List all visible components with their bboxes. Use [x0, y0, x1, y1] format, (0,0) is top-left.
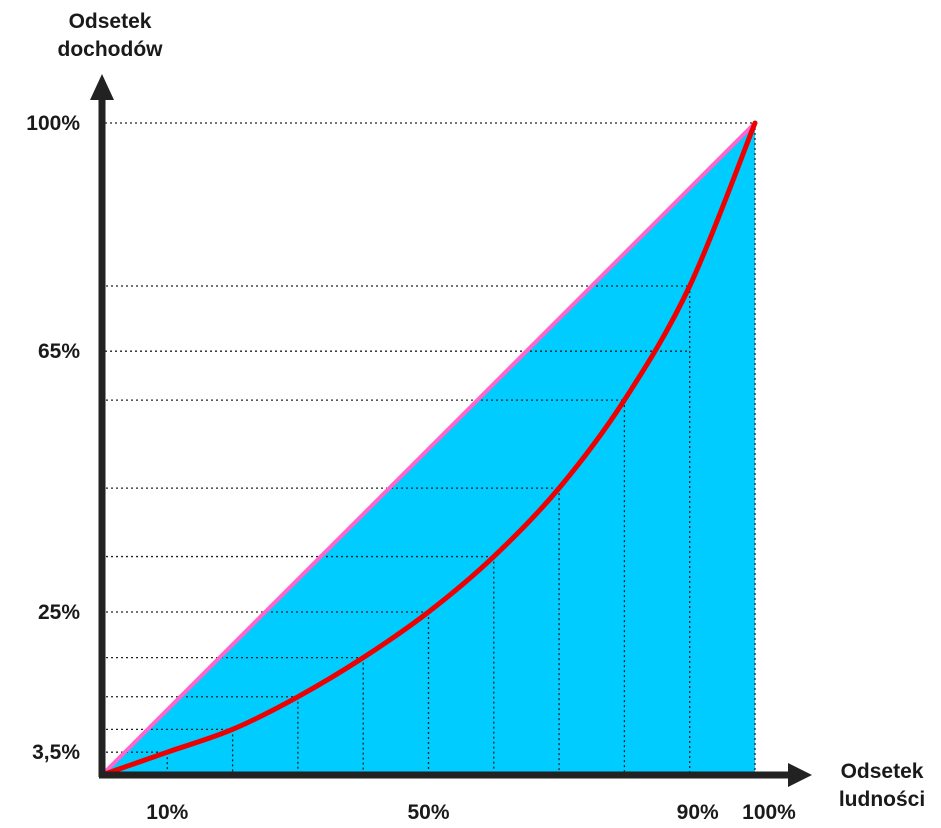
lorenz-curve: [99, 120, 758, 778]
x-tick-label: 10%: [146, 801, 188, 824]
y-tick-label: 100%: [26, 112, 80, 135]
y-tick-label: 65%: [38, 340, 80, 363]
y-tick-label: 3,5%: [32, 741, 80, 764]
lorenz-point: [428, 611, 429, 613]
lorenz-point: [297, 696, 299, 698]
y-axis-title: Odsetek: [69, 10, 152, 33]
lorenz-point: [689, 285, 691, 287]
x-tick-label: 50%: [407, 801, 449, 824]
label-layer: Odsetek dochodów Odsetek ludności 100% 65% 25%…: [26, 10, 925, 824]
x-tick-label: 90%: [677, 801, 719, 824]
lorenz-point: [232, 728, 234, 730]
lorenz-point: [754, 122, 756, 124]
lorenz-point: [623, 399, 625, 401]
y-tick-label: 25%: [38, 601, 80, 624]
equality-line: [100, 121, 757, 777]
x-axis-arrow-icon: [788, 763, 812, 787]
x-axis-title: Odsetek: [841, 760, 924, 783]
lorenz-point: [493, 556, 495, 558]
x-tick-label: 100%: [742, 801, 796, 824]
lorenz-point: [558, 487, 560, 489]
axis-layer: [90, 74, 812, 787]
y-axis-title: dochodów: [58, 38, 164, 61]
x-axis-title: ludności: [839, 788, 925, 811]
lorenz-point: [166, 751, 168, 753]
lorenz-point: [362, 657, 364, 659]
y-axis-arrow-icon: [90, 74, 114, 100]
